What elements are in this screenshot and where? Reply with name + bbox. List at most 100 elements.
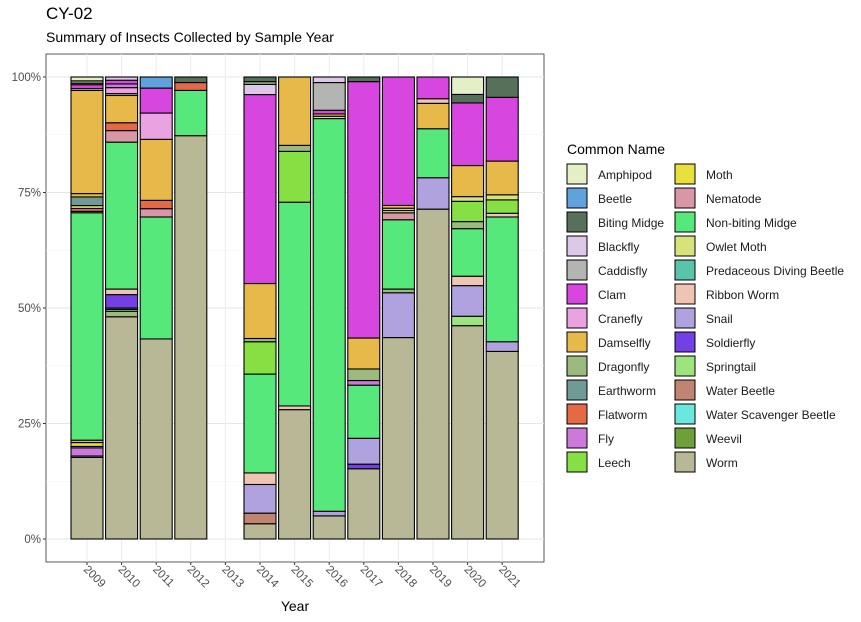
bar-segment-clam[interactable] [312, 109, 346, 115]
bar-segment-owlet-moth[interactable] [451, 196, 485, 202]
bar-segment-amphipod[interactable] [451, 76, 485, 95]
bar-segment-springtail[interactable] [451, 315, 485, 327]
bar-segment-fly[interactable] [105, 83, 139, 89]
bar-segment-water-beetle[interactable] [243, 512, 277, 525]
bar-2011[interactable] [139, 76, 173, 540]
bar-segment-worm[interactable] [416, 208, 450, 540]
bar-segment-blackfly[interactable] [243, 83, 277, 96]
bar-segment-damselfly[interactable] [105, 94, 139, 124]
bar-segment-snail[interactable] [485, 341, 519, 352]
bar-segment-snail[interactable] [347, 437, 381, 465]
bar-segment-non-biting-midge[interactable] [347, 384, 381, 439]
bar-segment-fly[interactable] [70, 447, 104, 457]
bar-segment-blackfly[interactable] [105, 76, 139, 81]
bar-segment-worm[interactable] [451, 325, 485, 540]
bar-segment-biting-midge[interactable] [243, 76, 277, 83]
bar-segment-beetle[interactable] [139, 76, 173, 89]
bar-segment-nematode[interactable] [105, 130, 139, 143]
bar-segment-cranefly[interactable] [105, 87, 139, 95]
bar-segment-clam[interactable] [243, 94, 277, 285]
bar-segment-damselfly[interactable] [416, 102, 450, 130]
bar-2021[interactable] [485, 76, 519, 540]
bar-segment-dragonfly[interactable] [278, 144, 312, 152]
bar-segment-blackfly[interactable] [312, 76, 346, 84]
bar-segment-clam[interactable] [485, 96, 519, 162]
bar-segment-ribbon-worm[interactable] [243, 472, 277, 486]
bar-segment-leech[interactable] [278, 150, 312, 203]
bar-2018[interactable] [381, 76, 415, 540]
bar-segment-biting-midge[interactable] [451, 93, 485, 104]
bar-2016[interactable] [312, 76, 346, 540]
bar-segment-nematode[interactable] [139, 208, 173, 218]
bar-segment-soldierfly[interactable] [105, 294, 139, 309]
bar-segment-snail[interactable] [243, 483, 277, 514]
bar-segment-clam[interactable] [416, 76, 450, 100]
bar-segment-ribbon-worm[interactable] [105, 288, 139, 296]
bar-segment-clam[interactable] [139, 87, 173, 114]
bar-segment-damselfly[interactable] [485, 160, 519, 196]
bar-segment-ribbon-worm[interactable] [416, 98, 450, 104]
bar-segment-clam[interactable] [105, 79, 139, 85]
bar-segment-worm[interactable] [243, 523, 277, 540]
bar-segment-worm[interactable] [70, 456, 104, 540]
bar-2010[interactable] [105, 76, 139, 540]
bar-segment-non-biting-midge[interactable] [70, 212, 104, 441]
bar-segment-damselfly[interactable] [278, 76, 312, 146]
bar-segment-non-biting-midge[interactable] [139, 216, 173, 340]
bar-segment-dragonfly[interactable] [381, 288, 415, 294]
bar-segment-non-biting-midge[interactable] [243, 373, 277, 474]
bar-segment-worm[interactable] [174, 135, 208, 540]
bar-2017[interactable] [347, 76, 381, 540]
bar-segment-non-biting-midge[interactable] [451, 228, 485, 277]
bar-2020[interactable] [451, 76, 485, 540]
bar-segment-non-biting-midge[interactable] [105, 141, 139, 290]
bar-segment-leech[interactable] [451, 200, 485, 223]
bar-segment-soldierfly[interactable] [347, 463, 381, 470]
bar-segment-clam[interactable] [381, 76, 415, 206]
bar-segment-damselfly[interactable] [70, 89, 104, 195]
bar-segment-worm[interactable] [105, 316, 139, 540]
bar-2012[interactable] [174, 76, 208, 540]
bar-segment-moth[interactable] [70, 442, 104, 447]
bar-2015[interactable] [278, 76, 312, 540]
bar-segment-non-biting-midge[interactable] [312, 118, 346, 512]
bar-segment-caddisfly[interactable] [312, 81, 346, 111]
bar-segment-amphipod[interactable] [70, 76, 104, 82]
bar-segment-non-biting-midge[interactable] [174, 89, 208, 137]
bar-segment-cranefly[interactable] [139, 112, 173, 140]
bar-segment-worm[interactable] [381, 337, 415, 540]
bar-2009[interactable] [70, 76, 104, 540]
bar-segment-snail[interactable] [381, 292, 415, 339]
bar-segment-clam[interactable] [70, 84, 104, 90]
bar-segment-non-biting-midge[interactable] [485, 216, 519, 343]
bar-segment-worm[interactable] [312, 515, 346, 540]
bar-segment-snail[interactable] [416, 177, 450, 210]
bar-segment-dragonfly[interactable] [347, 368, 381, 382]
bar-2014[interactable] [243, 76, 277, 540]
bar-2019[interactable] [416, 76, 450, 540]
bar-segment-worm[interactable] [347, 468, 381, 540]
bar-segment-biting-midge[interactable] [347, 76, 381, 83]
bar-segment-damselfly[interactable] [139, 138, 173, 201]
bar-segment-leech[interactable] [485, 199, 519, 214]
bar-segment-clam[interactable] [451, 102, 485, 167]
bar-segment-flatworm[interactable] [139, 199, 173, 210]
bar-segment-worm[interactable] [278, 409, 312, 540]
bar-segment-non-biting-midge[interactable] [278, 201, 312, 407]
bar-segment-ribbon-worm[interactable] [485, 212, 519, 218]
bar-segment-damselfly[interactable] [347, 337, 381, 370]
bar-segment-flatworm[interactable] [174, 81, 208, 91]
bar-segment-leech[interactable] [243, 341, 277, 375]
bar-segment-flatworm[interactable] [105, 122, 139, 132]
bar-segment-damselfly[interactable] [451, 164, 485, 198]
bar-segment-owlet-moth[interactable] [485, 194, 519, 201]
bar-segment-earthworm[interactable] [70, 196, 104, 207]
bar-segment-biting-midge[interactable] [485, 76, 519, 98]
bar-segment-ribbon-worm[interactable] [278, 405, 312, 411]
bar-segment-snail[interactable] [312, 510, 346, 517]
bar-segment-non-biting-midge[interactable] [416, 128, 450, 179]
bar-segment-snail[interactable] [451, 285, 485, 317]
bar-segment-fly[interactable] [347, 379, 381, 386]
bar-segment-clam[interactable] [347, 81, 381, 339]
bar-segment-nematode[interactable] [381, 212, 415, 221]
